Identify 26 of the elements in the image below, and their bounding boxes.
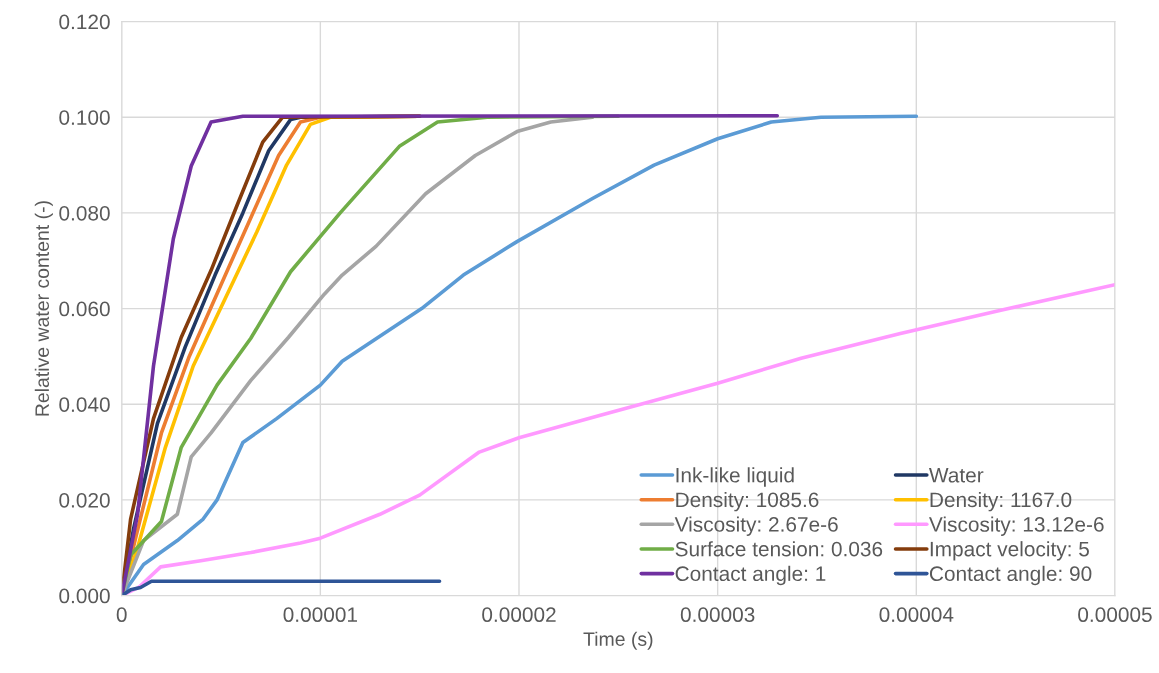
- x-tick-label: 0.00002: [482, 607, 556, 623]
- legend-label: Contact angle: 90: [929, 565, 1092, 586]
- x-tick-label: 0.00003: [680, 607, 755, 623]
- y-tick-label: 0.000: [59, 588, 110, 604]
- y-tick-label: 0.100: [59, 110, 110, 125]
- x-tick-label: 0.00001: [283, 607, 357, 623]
- y-tick-label: 0.040: [59, 397, 110, 412]
- legend-label: Density: 1167.0: [930, 491, 1072, 512]
- legend-label: Ink-like liquid: [676, 467, 794, 487]
- x-tick-label: 0.00004: [879, 607, 954, 623]
- legend-label: Water: [928, 468, 984, 483]
- y-tick-label: 0.020: [59, 492, 110, 508]
- legend-label: Surface tension: 0.036: [675, 541, 883, 557]
- legend-label: Viscosity: 13.12e-6: [928, 516, 1104, 536]
- x-axis-title: Time (s): [583, 631, 653, 650]
- x-tick-label: 0: [116, 607, 127, 623]
- legend-label: Impact velocity: 5: [930, 541, 1089, 561]
- legend-label: Density: 1085.6: [676, 491, 819, 512]
- legend-label: Contact angle: 1: [675, 565, 826, 586]
- x-tick-label: 0.00005: [1078, 607, 1152, 623]
- line-series: [121, 579, 442, 596]
- y-axis-title: Relative water content (-): [34, 201, 53, 416]
- y-tick-label: 0.060: [59, 301, 110, 317]
- y-tick-label: 0.080: [59, 205, 110, 221]
- legend-label: Viscosity: 2.67e-6: [674, 516, 838, 536]
- y-tick-label: 0.120: [59, 14, 110, 30]
